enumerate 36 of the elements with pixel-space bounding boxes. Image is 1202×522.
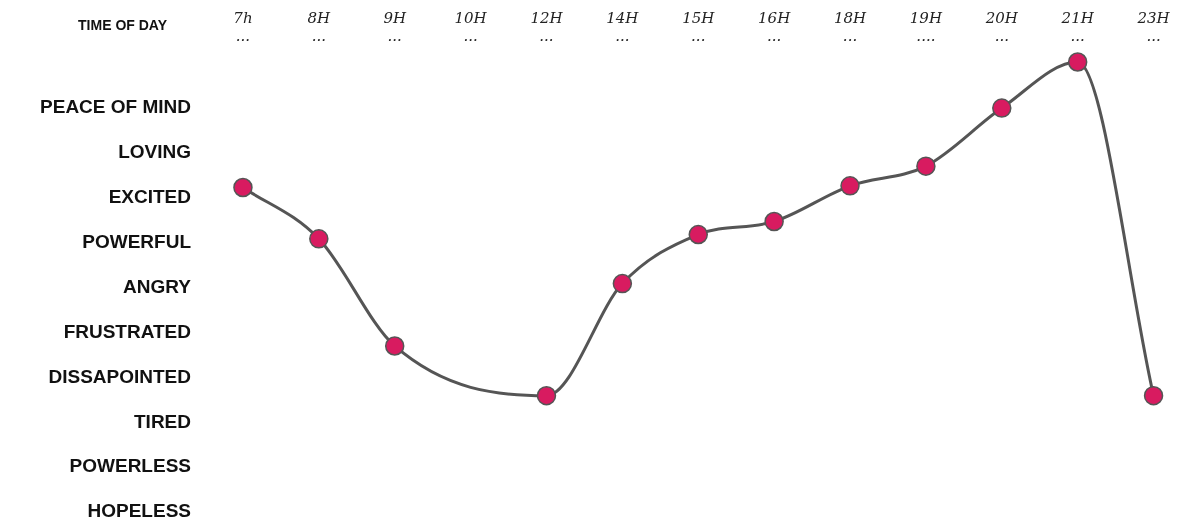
point bbox=[612, 273, 633, 294]
text: PEACE OF MIND bbox=[40, 96, 191, 118]
point bbox=[764, 211, 784, 232]
x-tick-label: 7h ... bbox=[233, 8, 253, 45]
x-tick-label: 12H ... bbox=[530, 8, 564, 45]
point bbox=[992, 98, 1012, 118]
text: EXCITED bbox=[108, 186, 191, 208]
x-tick-label: 18H ... bbox=[833, 8, 868, 45]
point bbox=[1067, 52, 1088, 72]
x-tick-label: 14H ... bbox=[606, 8, 640, 45]
point bbox=[384, 336, 405, 356]
x-tick-label: 21H ... bbox=[1060, 8, 1095, 45]
x-tick-label: 10H ... bbox=[454, 8, 488, 45]
text: DISSAPOINTED bbox=[48, 365, 191, 387]
point bbox=[536, 385, 557, 406]
text: FRUSTRATED bbox=[63, 320, 191, 342]
point bbox=[309, 229, 329, 249]
x-axis-title: TIME OF DAY bbox=[78, 16, 168, 33]
x-tick-label: 20H ... bbox=[984, 8, 1019, 45]
x-tick-label: 19H .... bbox=[909, 8, 943, 45]
x-tick-label: 9H ... bbox=[383, 8, 407, 45]
point bbox=[1143, 385, 1164, 406]
x-tick-label: 8H ... bbox=[307, 8, 332, 45]
x-tick-label: 15H ... bbox=[682, 8, 716, 45]
x-tick-label: 23H ... bbox=[1136, 8, 1171, 45]
x-tick-label: 16H ... bbox=[758, 8, 792, 45]
text: ANGRY bbox=[123, 275, 192, 297]
text: TIRED bbox=[134, 410, 191, 432]
text: HOPELESS bbox=[87, 500, 191, 522]
point bbox=[916, 156, 936, 176]
point bbox=[688, 224, 708, 245]
text: POWERLESS bbox=[69, 455, 191, 477]
text: POWERFUL bbox=[82, 230, 192, 252]
point bbox=[233, 177, 253, 198]
text: LOVING bbox=[118, 141, 191, 163]
point bbox=[840, 176, 860, 196]
